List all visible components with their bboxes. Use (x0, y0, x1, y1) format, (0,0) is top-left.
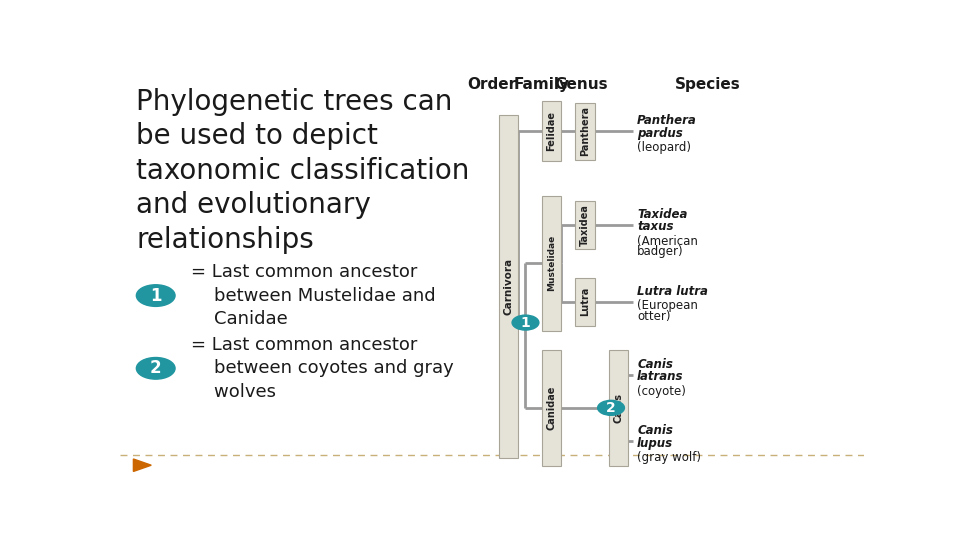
FancyBboxPatch shape (541, 102, 562, 161)
Circle shape (598, 400, 624, 415)
Text: = Last common ancestor
    between Mustelidae and
    Canidae: = Last common ancestor between Mustelida… (191, 263, 435, 328)
Text: Phylogenetic trees can
be used to depict
taxonomic classification
and evolutiona: Phylogenetic trees can be used to depict… (136, 87, 469, 254)
Text: Canis: Canis (613, 393, 623, 423)
Text: Family: Family (514, 77, 570, 92)
FancyBboxPatch shape (541, 349, 562, 466)
Text: Species: Species (675, 77, 740, 92)
Text: Canis: Canis (637, 357, 673, 370)
Polygon shape (133, 459, 152, 471)
FancyBboxPatch shape (575, 278, 594, 326)
Text: (gray wolf): (gray wolf) (637, 451, 701, 464)
Text: 2: 2 (606, 401, 616, 415)
FancyBboxPatch shape (575, 103, 594, 160)
Text: badger): badger) (637, 245, 684, 259)
Text: Panthera: Panthera (637, 114, 697, 127)
Text: taxus: taxus (637, 220, 674, 233)
Text: Genus: Genus (555, 77, 608, 92)
Circle shape (512, 315, 539, 330)
Text: Panthera: Panthera (580, 106, 590, 156)
Text: Felidae: Felidae (546, 111, 557, 151)
FancyBboxPatch shape (575, 201, 594, 249)
Text: Carnivora: Carnivora (503, 258, 514, 315)
Text: Lutra lutra: Lutra lutra (637, 285, 708, 298)
Text: (leopard): (leopard) (637, 141, 691, 154)
Text: 2: 2 (150, 359, 161, 377)
Text: (American: (American (637, 235, 698, 248)
Text: otter): otter) (637, 310, 671, 323)
Text: Canidae: Canidae (546, 386, 557, 430)
FancyBboxPatch shape (609, 349, 628, 466)
FancyBboxPatch shape (541, 196, 562, 331)
Text: 1: 1 (520, 315, 530, 329)
Circle shape (136, 285, 175, 306)
Text: 1: 1 (150, 287, 161, 305)
Text: pardus: pardus (637, 127, 683, 140)
Text: = Last common ancestor
    between coyotes and gray
    wolves: = Last common ancestor between coyotes a… (191, 336, 453, 401)
Text: Taxidea: Taxidea (637, 208, 687, 221)
Text: Mustelidae: Mustelidae (547, 235, 556, 292)
Text: Lutra: Lutra (580, 287, 590, 316)
Text: Canis: Canis (637, 424, 673, 437)
Text: (coyote): (coyote) (637, 384, 686, 397)
Text: lupus: lupus (637, 437, 673, 450)
FancyBboxPatch shape (498, 114, 518, 458)
Text: latrans: latrans (637, 370, 684, 383)
Text: Order: Order (468, 77, 516, 92)
Text: Taxidea: Taxidea (580, 204, 590, 246)
Circle shape (136, 357, 175, 379)
Text: (European: (European (637, 300, 698, 313)
